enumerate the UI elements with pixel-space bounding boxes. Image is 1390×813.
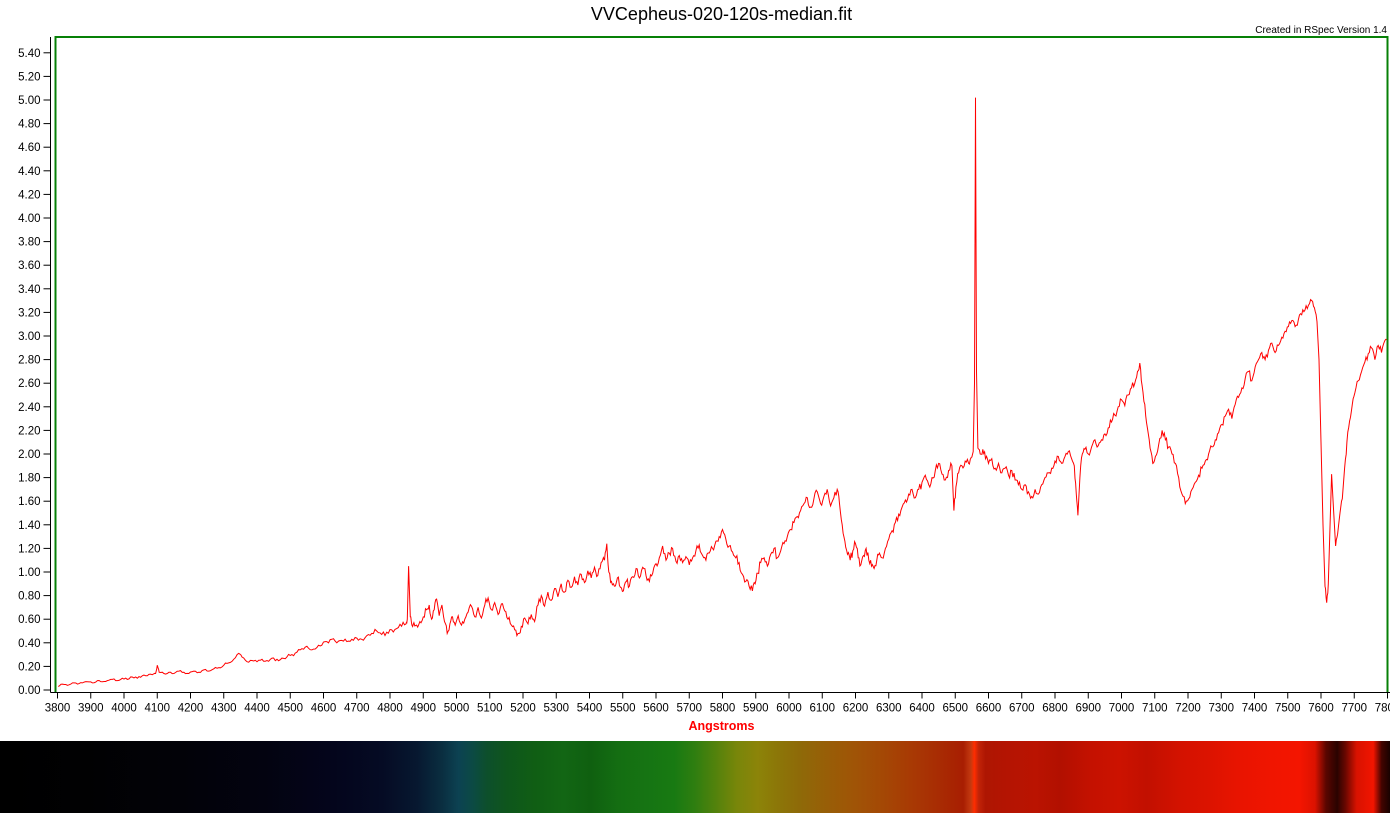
y-tick-label: 0.20 xyxy=(18,661,40,673)
x-tick-label: 7000 xyxy=(1109,703,1135,715)
x-tick-label: 6200 xyxy=(843,703,869,715)
x-tick-label: 7100 xyxy=(1142,703,1168,715)
y-tick-label: 1.80 xyxy=(18,473,40,485)
y-tick-label: 3.40 xyxy=(18,284,40,296)
x-tick-label: 6800 xyxy=(1042,703,1068,715)
x-tick-label: 4400 xyxy=(244,703,270,715)
x-tick-label: 7200 xyxy=(1175,703,1201,715)
y-tick-label: 5.00 xyxy=(18,95,40,107)
x-tick-label: 3900 xyxy=(78,703,104,715)
x-tick-label: 6700 xyxy=(1009,703,1035,715)
x-tick-label: 4000 xyxy=(111,703,137,715)
x-tick-label: 5700 xyxy=(676,703,702,715)
chart-title: VVCepheus-020-120s-median.fit xyxy=(590,4,853,24)
y-tick-label: 2.80 xyxy=(18,355,40,367)
x-tick-label: 7700 xyxy=(1341,703,1367,715)
x-tick-label: 3800 xyxy=(45,703,71,715)
y-tick-label: 2.60 xyxy=(18,378,40,390)
y-tick-label: 1.40 xyxy=(18,520,40,532)
y-tick-label: 4.20 xyxy=(18,189,40,201)
y-tick-label: 4.00 xyxy=(18,213,40,225)
x-tick-label: 5500 xyxy=(610,703,636,715)
x-tick-label: 7500 xyxy=(1275,703,1301,715)
y-tick-label: 3.60 xyxy=(18,260,40,272)
x-tick-label: 4600 xyxy=(311,703,337,715)
spectrum-plot-surface[interactable]: 0.00 0.20 0.40 0.60 0.80 1.00 1.20 1.40 1.60 1.80… xyxy=(0,0,1390,741)
spectrum-curve xyxy=(57,97,1387,687)
y-tick-label: 0.80 xyxy=(18,591,40,603)
x-tick-label: 7300 xyxy=(1208,703,1234,715)
y-tick-label: 1.20 xyxy=(18,543,40,555)
x-tick-label: 7400 xyxy=(1242,703,1268,715)
x-tick-label: 4300 xyxy=(211,703,237,715)
y-tick-label: 1.00 xyxy=(18,567,40,579)
x-tick-label: 5400 xyxy=(577,703,603,715)
y-tick-label: 3.80 xyxy=(18,237,40,249)
x-tick-label: 6500 xyxy=(942,703,968,715)
x-tick-label: 7600 xyxy=(1308,703,1334,715)
y-tick-label: 3.00 xyxy=(18,331,40,343)
x-tick-label: 4800 xyxy=(377,703,403,715)
x-tick-label: 6100 xyxy=(809,703,835,715)
x-tick-label: 5200 xyxy=(510,703,536,715)
y-tick-label: 0.40 xyxy=(18,638,40,650)
plot-border xyxy=(54,36,1389,693)
y-tick-label: 0.00 xyxy=(18,685,40,697)
x-tick-label: 5000 xyxy=(444,703,470,715)
rspec-version-credit: Created in RSpec Version 1.4 xyxy=(1255,25,1387,36)
x-tick-label: 4900 xyxy=(410,703,436,715)
x-axis-label: Angstroms xyxy=(688,719,755,733)
x-tick-label: 6900 xyxy=(1075,703,1101,715)
y-tick-label: 5.20 xyxy=(18,71,40,83)
x-tick-label: 5900 xyxy=(743,703,769,715)
x-tick-label: 6000 xyxy=(776,703,802,715)
x-tick-label: 6600 xyxy=(976,703,1002,715)
x-tick-label: 5300 xyxy=(543,703,569,715)
y-tick-label: 5.40 xyxy=(18,48,40,60)
x-tick-label: 5100 xyxy=(477,703,503,715)
x-tick-label: 7800 xyxy=(1375,703,1390,715)
x-tick-label: 6400 xyxy=(909,703,935,715)
x-tick-label: 6300 xyxy=(876,703,902,715)
y-tick-label: 0.60 xyxy=(18,614,40,626)
y-tick-label: 4.60 xyxy=(18,142,40,154)
y-tick-label: 2.20 xyxy=(18,425,40,437)
x-tick-label: 5600 xyxy=(643,703,669,715)
y-tick-label: 4.80 xyxy=(18,119,40,131)
x-tick-label: 4100 xyxy=(144,703,170,715)
x-tick-label: 4500 xyxy=(277,703,303,715)
y-tick-label: 4.40 xyxy=(18,166,40,178)
y-tick-label: 1.60 xyxy=(18,496,40,508)
x-tick-label: 5800 xyxy=(710,703,736,715)
synthesized-spectrum-strip xyxy=(0,741,1390,813)
x-tick-label: 4200 xyxy=(178,703,204,715)
x-tick-label: 4700 xyxy=(344,703,370,715)
y-tick-label: 2.40 xyxy=(18,402,40,414)
y-tick-label: 2.00 xyxy=(18,449,40,461)
y-tick-label: 3.20 xyxy=(18,307,40,319)
